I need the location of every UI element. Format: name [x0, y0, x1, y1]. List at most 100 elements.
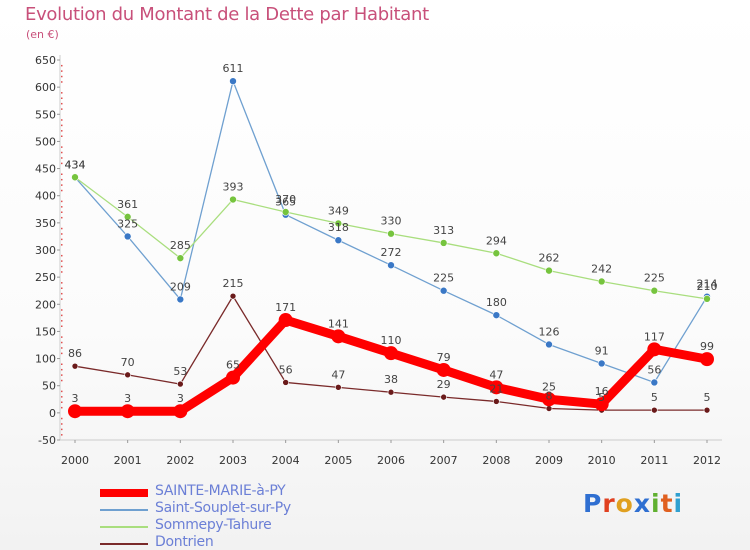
y-minor-tick — [61, 162, 63, 165]
data-label: 70 — [121, 356, 135, 369]
y-minor-tick — [61, 314, 63, 317]
data-point — [387, 388, 395, 396]
legend-swatch — [100, 543, 148, 545]
logo-letter: P — [583, 489, 603, 518]
data-label: 56 — [647, 363, 661, 376]
data-label: 209 — [170, 280, 191, 293]
y-minor-tick — [61, 309, 63, 311]
logo-letter: i — [673, 489, 684, 518]
y-minor-tick — [61, 151, 63, 154]
data-label: 65 — [226, 359, 240, 372]
data-point — [492, 249, 501, 258]
legend-item: Saint-Souplet-sur-Py — [100, 500, 360, 518]
y-minor-tick — [61, 216, 63, 219]
data-point — [597, 277, 606, 286]
data-label: 210 — [697, 280, 718, 293]
data-label: 370 — [275, 193, 296, 206]
y-tick-label: 500 — [35, 135, 56, 148]
data-label: 272 — [381, 246, 402, 259]
y-minor-tick — [61, 390, 63, 393]
y-minor-tick — [61, 64, 63, 67]
x-tick-label: 2007 — [430, 454, 458, 467]
x-tick-label: 2006 — [377, 454, 405, 467]
y-minor-tick — [61, 211, 63, 213]
y-minor-tick — [61, 374, 63, 376]
data-point — [226, 370, 240, 385]
data-label: 79 — [437, 351, 451, 364]
chart-title: Evolution du Montant de la Dette par Hab… — [25, 4, 429, 25]
y-minor-tick — [61, 130, 63, 132]
y-tick-label: 200 — [35, 298, 56, 311]
y-tick-label: -50 — [38, 434, 56, 447]
legend-label: Dontrien — [155, 534, 214, 550]
data-label: 47 — [489, 368, 503, 381]
data-label: 117 — [644, 330, 665, 343]
x-tick-label: 2001 — [114, 454, 142, 467]
y-minor-tick — [61, 97, 63, 99]
logo-letter: t — [660, 489, 674, 518]
data-label: 611 — [223, 62, 244, 75]
y-tick-label: 300 — [35, 244, 56, 257]
data-label: 434 — [65, 158, 86, 171]
data-point — [123, 232, 132, 241]
data-label: 29 — [437, 378, 451, 391]
data-label: 38 — [384, 373, 398, 386]
data-label: 225 — [433, 272, 454, 285]
y-tick-label: 650 — [35, 54, 56, 67]
y-minor-tick — [61, 173, 63, 175]
x-tick-label: 2011 — [640, 454, 668, 467]
legend-swatch — [100, 509, 148, 511]
data-point — [71, 362, 79, 370]
y-minor-tick — [61, 368, 63, 371]
y-minor-tick — [61, 244, 63, 246]
y-minor-tick — [61, 325, 63, 327]
x-tick-label: 2003 — [219, 454, 247, 467]
data-label: 361 — [117, 198, 138, 211]
data-point — [229, 292, 237, 300]
x-tick-label: 2012 — [693, 454, 721, 467]
data-label: 325 — [117, 217, 138, 230]
data-label: 3 — [124, 392, 131, 405]
data-point — [384, 346, 398, 361]
data-point — [334, 219, 343, 228]
y-tick-label: 550 — [35, 108, 56, 121]
data-point — [387, 261, 395, 270]
data-point — [229, 77, 237, 85]
data-label: 3 — [72, 392, 79, 405]
data-label: 285 — [170, 239, 191, 252]
y-minor-tick — [61, 184, 63, 186]
y-tick-label: 50 — [42, 380, 56, 393]
data-label: 349 — [328, 204, 349, 217]
y-minor-tick — [61, 178, 63, 181]
data-label: 225 — [644, 272, 665, 285]
data-label: 3 — [177, 392, 184, 405]
data-point — [492, 311, 501, 319]
y-minor-tick — [61, 417, 63, 420]
data-point — [597, 359, 606, 368]
y-minor-tick — [61, 238, 63, 241]
y-minor-tick — [61, 124, 63, 127]
data-point — [173, 404, 188, 419]
data-point — [176, 254, 185, 262]
data-point — [700, 352, 714, 367]
y-minor-tick — [61, 363, 63, 365]
logo-letter: o — [615, 489, 634, 518]
data-label: 294 — [486, 234, 507, 247]
y-minor-tick — [61, 341, 63, 344]
data-point — [331, 329, 346, 344]
x-tick-label: 2000 — [61, 454, 89, 467]
data-label: 16 — [595, 385, 609, 398]
data-point — [282, 379, 289, 386]
data-label: 86 — [68, 347, 82, 360]
data-point — [493, 398, 500, 405]
data-point — [334, 236, 343, 245]
y-minor-tick — [61, 320, 63, 322]
y-minor-tick — [61, 135, 63, 137]
data-label: 393 — [223, 181, 244, 194]
x-tick-label: 2004 — [272, 454, 300, 467]
y-minor-tick — [61, 423, 63, 425]
data-label: 53 — [173, 365, 187, 378]
data-label: 56 — [279, 363, 293, 376]
y-minor-tick — [61, 347, 63, 349]
data-label: 180 — [486, 296, 507, 309]
